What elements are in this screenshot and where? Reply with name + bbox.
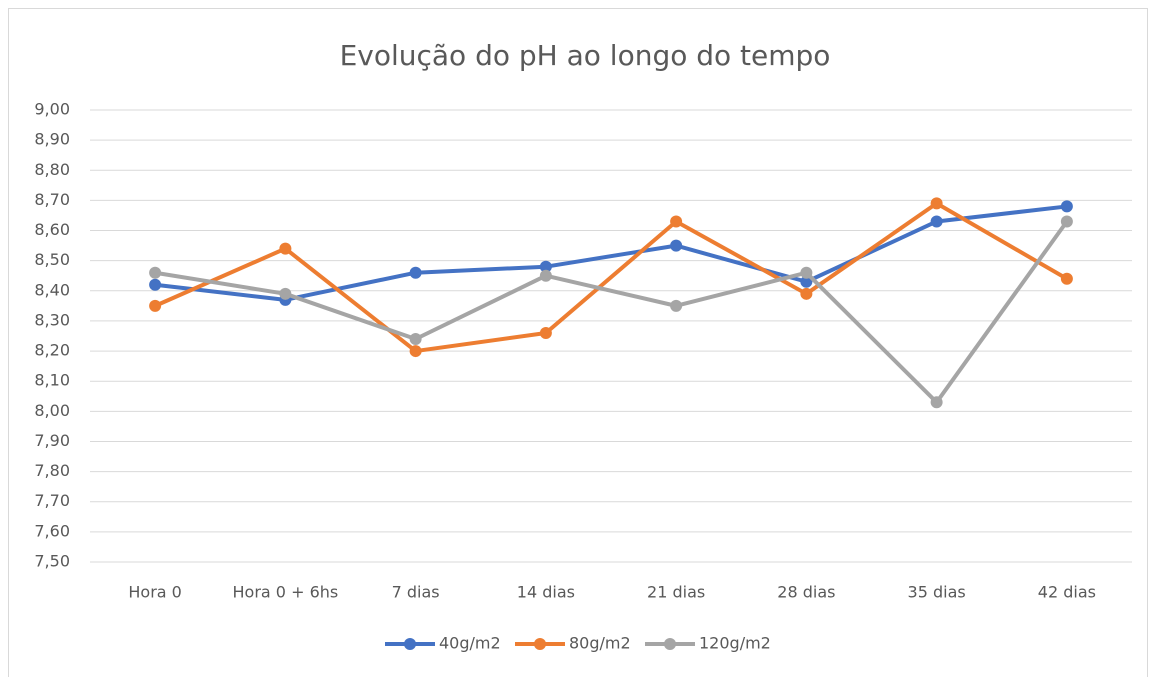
data-point [149,299,162,312]
legend-label: 40g/m2 [439,634,501,653]
x-tick-label: 28 dias [777,583,835,602]
data-point [800,275,813,288]
data-point [279,287,292,300]
data-point [800,266,813,279]
y-tick-label: 8,20 [34,341,70,360]
legend-marker [664,638,676,650]
data-point [149,266,162,279]
data-point [149,278,162,291]
y-tick-label: 8,30 [34,310,70,329]
x-tick-label: Hora 0 + 6hs [233,583,339,602]
data-point [800,287,813,300]
data-point [409,333,422,346]
y-tick-label: 7,90 [34,431,70,450]
chart-frame [8,8,1148,681]
data-point [930,396,943,409]
y-tick-label: 7,50 [34,552,70,571]
series-line [154,204,1068,302]
y-tick-label: 7,60 [34,521,70,540]
x-tick-label: 42 dias [1038,583,1096,602]
y-tick-label: 9,00 [34,100,70,119]
x-tick-label: 35 dias [908,583,966,602]
data-point [670,239,683,252]
data-point [279,242,292,255]
legend-label: 120g/m2 [699,634,771,653]
x-tick-label: Hora 0 [128,583,181,602]
data-point [539,326,552,339]
data-point [539,260,552,273]
legend-marker [404,638,416,650]
y-tick-label: 7,70 [34,491,70,510]
legend-label: 80g/m2 [569,634,631,653]
data-point [409,266,422,279]
x-tick-label: 14 dias [517,583,575,602]
y-tick-label: 8,80 [34,160,70,179]
data-point [930,215,943,228]
legend-marker [534,638,546,650]
series-line [154,201,1068,354]
data-point [670,299,683,312]
y-tick-label: 8,60 [34,220,70,239]
y-tick-label: 8,90 [34,130,70,149]
data-point [670,215,683,228]
data-point [539,269,552,282]
data-point [930,197,943,210]
y-tick-label: 7,80 [34,461,70,480]
chart-title: Evolução do pH ao longo do tempo [340,39,831,72]
y-tick-label: 8,70 [34,190,70,209]
x-tick-label: 21 dias [647,583,705,602]
data-point [1060,215,1073,228]
series-line [154,220,1069,405]
y-tick-label: 8,10 [34,371,70,390]
x-tick-label: 7 dias [392,583,440,602]
y-tick-label: 8,00 [34,401,70,420]
y-tick-label: 8,50 [34,250,70,269]
y-tick-label: 8,40 [34,280,70,299]
data-point [409,345,422,358]
data-point [1060,200,1073,213]
data-point [1060,272,1073,285]
